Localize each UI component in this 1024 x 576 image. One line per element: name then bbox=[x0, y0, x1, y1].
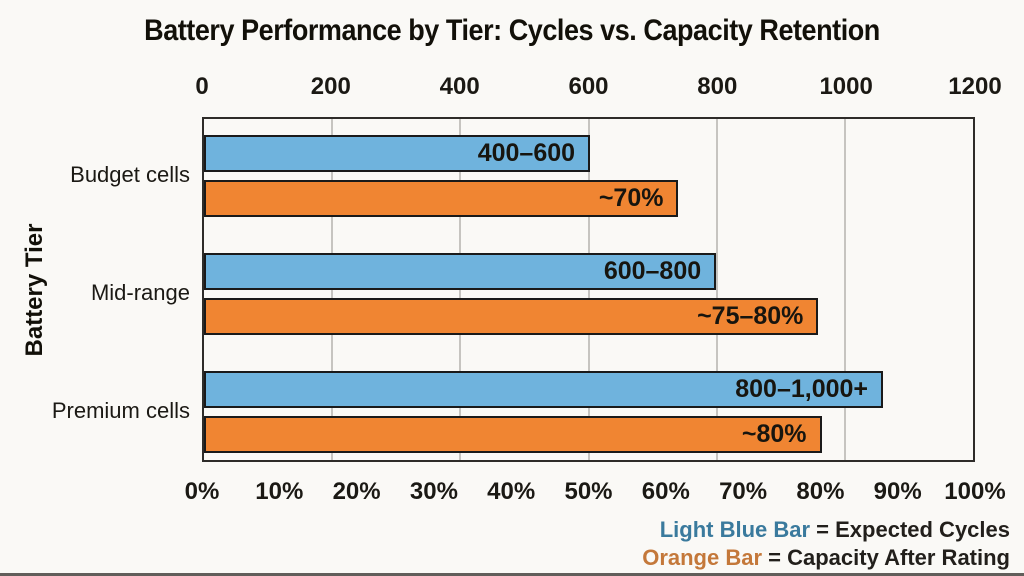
top-tick-label-1000: 1000 bbox=[819, 73, 873, 100]
bottom-tick-label-10: 10% bbox=[255, 478, 304, 505]
bottom-tick-label-70: 70% bbox=[719, 478, 768, 505]
legend-desc-capacity-after-rating: = Capacity After Rating bbox=[762, 545, 1010, 570]
bar-value-label: ~80% bbox=[741, 420, 807, 448]
legend-line-expected-cycles: Light Blue Bar = Expected Cycles bbox=[642, 516, 1010, 544]
category-label-budget-cells: Budget cells bbox=[70, 162, 190, 187]
legend-desc-expected-cycles: = Expected Cycles bbox=[810, 517, 1010, 542]
bottom-tick-label-20: 20% bbox=[332, 478, 381, 505]
plot-area: 400–600 ~70% 600–800 ~75–80% 800–1,000+ ~80% bbox=[202, 117, 975, 462]
legend-line-capacity-after-rating: Orange Bar = Capacity After Rating bbox=[642, 544, 1010, 572]
category-label-mid-range: Mid-range bbox=[90, 280, 190, 305]
bar-expected-cycles-premium-cells: 800–1,000+ bbox=[204, 371, 884, 408]
bar-value-label: 800–1,000+ bbox=[735, 375, 869, 403]
bar-capacity-after-rating-premium-cells: ~80% bbox=[204, 416, 822, 453]
bar-capacity-after-rating-mid-range: ~75–80% bbox=[204, 298, 819, 335]
legend: Light Blue Bar = Expected Cycles Orange … bbox=[642, 516, 1010, 572]
bottom-tick-label-60: 60% bbox=[641, 478, 690, 505]
bottom-tick-label-80: 80% bbox=[796, 478, 845, 505]
top-tick-label-800: 800 bbox=[697, 73, 738, 100]
top-tick-label-400: 400 bbox=[439, 73, 480, 100]
bar-value-label: 400–600 bbox=[477, 139, 576, 167]
bottom-tick-label-90: 90% bbox=[873, 478, 922, 505]
category-label-premium-cells: Premium cells bbox=[51, 398, 190, 423]
bar-value-label: ~75–80% bbox=[697, 302, 804, 330]
gridline-1000 bbox=[843, 119, 846, 460]
top-tick-label-600: 600 bbox=[568, 73, 609, 100]
bar-value-label: ~70% bbox=[598, 184, 664, 212]
bottom-tick-label-30: 30% bbox=[409, 478, 458, 505]
legend-term-orange-bar: Orange Bar bbox=[642, 545, 763, 570]
top-tick-label-1200: 1200 bbox=[948, 73, 1002, 100]
bar-value-label: 600–800 bbox=[603, 257, 702, 285]
bar-expected-cycles-mid-range: 600–800 bbox=[204, 253, 717, 290]
bottom-tick-label-0: 0% bbox=[184, 478, 220, 505]
gridline-800 bbox=[715, 119, 718, 460]
top-tick-label-0: 0 bbox=[195, 73, 209, 100]
bottom-tick-label-40: 40% bbox=[487, 478, 536, 505]
bottom-edge-line bbox=[0, 573, 1024, 576]
legend-term-light-blue-bar: Light Blue Bar bbox=[659, 517, 811, 542]
top-tick-label-200: 200 bbox=[310, 73, 351, 100]
bar-expected-cycles-budget-cells: 400–600 bbox=[204, 135, 591, 172]
bar-capacity-after-rating-budget-cells: ~70% bbox=[204, 180, 679, 217]
bottom-tick-label-50: 50% bbox=[564, 478, 613, 505]
chart-title: Battery Performance by Tier: Cycles vs. … bbox=[144, 14, 880, 47]
bottom-tick-label-100: 100% bbox=[944, 478, 1006, 505]
